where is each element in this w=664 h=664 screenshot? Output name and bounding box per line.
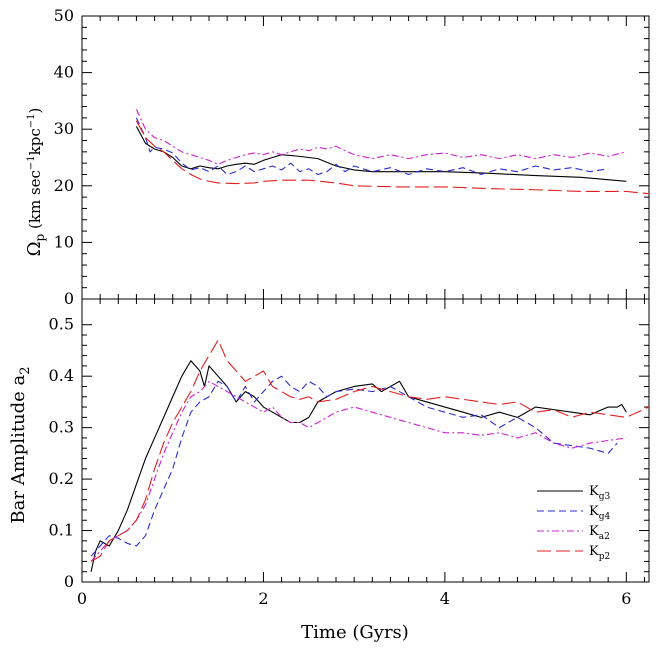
series-line-ka2 [135, 109, 627, 165]
y-tick-label: 30 [54, 119, 74, 138]
x-tick-label: 4 [440, 589, 450, 608]
y-tick-label: 10 [54, 232, 74, 251]
top-panel: 0 10 20 30 40 50 [54, 6, 650, 308]
series-line-ka2 [90, 380, 627, 562]
y-tick-label: 40 [54, 63, 74, 82]
y-tick-label: 0.5 [49, 315, 74, 334]
series-line-kg4 [90, 375, 618, 557]
y-tick-label: 0.2 [49, 469, 74, 488]
series-line-kp2 [90, 339, 649, 562]
y-tick-label: 0.1 [49, 521, 74, 540]
legend-label-kg3: Kg3 [589, 484, 610, 502]
x-axis-label: Time (Gyrs) [301, 622, 409, 643]
bottom-panel: 0 0.1 0.2 0.3 0.4 0.5 0 2 4 6 [49, 298, 650, 608]
top-y-axis-label: Ωp (km sec−1kpc−1) [24, 108, 47, 257]
legend-label-ka2: Ka2 [589, 524, 610, 542]
series-line-kp2 [135, 120, 649, 195]
y-tick-label: 0.4 [49, 366, 74, 385]
legend-label-kg4: Kg4 [589, 504, 610, 522]
x-tick-label: 6 [621, 589, 631, 608]
x-tick-label: 2 [258, 589, 268, 608]
series-line-kg3 [90, 360, 627, 572]
plot-frame [81, 298, 650, 583]
series-line-kg4 [135, 117, 609, 176]
y-tick-label: 50 [54, 6, 74, 25]
y-tick-label: 20 [54, 176, 74, 195]
legend-label-kp2: Kp2 [589, 544, 610, 562]
y-tick-label: 0 [64, 572, 74, 591]
x-tick-label: 0 [77, 589, 87, 608]
legend: Kg3 Kg4 Ka2 Kp2 [537, 484, 610, 562]
y-tick-label: 0.3 [49, 418, 74, 437]
y-tick-label: 0 [64, 289, 74, 308]
series-line-kg3 [135, 126, 627, 182]
bottom-y-axis-label: Bar Amplitude a2 [8, 366, 33, 523]
